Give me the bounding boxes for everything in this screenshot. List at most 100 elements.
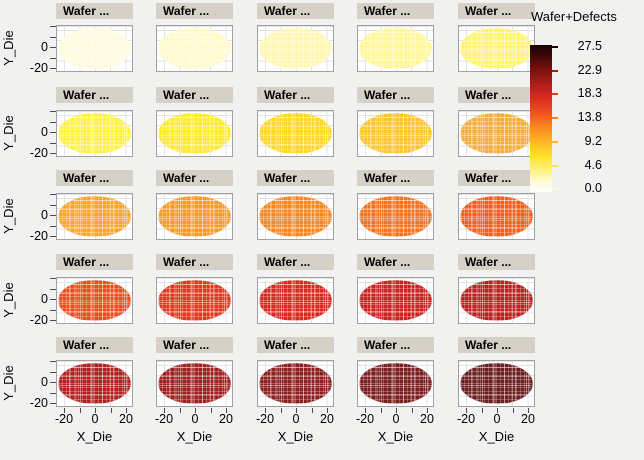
y-tick [50,194,56,195]
panel-frame [156,193,233,240]
x-tick-label: 20 [320,412,334,426]
y-tick [50,132,56,133]
y-tick [50,47,56,48]
panel-frame [458,25,535,72]
y-tick [50,122,56,123]
y-tick [50,226,56,227]
x-tick-label: -20 [255,412,275,426]
x-tick-label: 20 [420,412,434,426]
y-tick-label: -20 [29,229,48,243]
x-axis-label: X_Die [76,429,113,444]
y-tick [50,393,56,394]
panel-title: Wafer ... [357,87,434,103]
x-axis-label: X_Die [277,429,314,444]
y-tick [50,68,56,69]
panel-title: Wafer ... [458,3,535,19]
panel-frame [357,25,434,72]
x-tick-label: 20 [119,412,133,426]
x-tick [365,408,366,413]
panel-frame [257,360,334,407]
y-tick-label: -20 [29,313,48,327]
panel-frame [257,25,334,72]
x-tick-label: -20 [456,412,476,426]
x-tick-label: 0 [91,412,99,426]
y-tick-label: 0 [41,40,48,54]
legend-tick [552,188,558,191]
legend-tick-label: 9.2 [584,133,602,148]
y-tick [50,320,56,321]
panel-title: Wafer ... [458,87,535,103]
panel-title: Wafer ... [56,337,133,353]
x-tick-label: 20 [219,412,233,426]
wafer-map [58,113,131,154]
panel-frame [357,193,434,240]
y-tick [50,289,56,290]
legend-title: Wafer+Defects [531,9,617,24]
x-tick-label: -20 [355,412,375,426]
panel-frame [458,110,535,157]
panel-frame [257,110,334,157]
x-tick [411,408,413,413]
y-tick-label: 0 [41,125,48,139]
panel-title: Wafer ... [357,254,434,270]
wafer-map [259,28,332,69]
wafer-map [460,363,533,404]
panel-title: Wafer ... [357,170,434,186]
panel-title: Wafer ... [458,337,535,353]
x-tick [427,408,428,413]
panel-title: Wafer ... [56,170,133,186]
panel-title: Wafer ... [357,337,434,353]
x-tick [179,408,181,413]
panel-title: Wafer ... [257,254,334,270]
x-tick-label: 0 [392,412,400,426]
panel-frame [257,193,334,240]
wafer-map [259,113,332,154]
wafer-map [158,280,231,321]
panel-title: Wafer ... [56,3,133,19]
legend-tick-label: 18.3 [577,86,602,101]
wafer-map [58,28,131,69]
x-tick [195,408,196,413]
y-tick-label: -20 [29,61,48,75]
y-tick [50,153,56,154]
y-tick [50,205,56,206]
y-tick [50,299,56,300]
panel-frame [56,110,133,157]
wafer-map [359,28,432,69]
wafer-map [359,280,432,321]
x-tick [327,408,328,413]
wafer-map [58,196,131,237]
x-tick [280,408,282,413]
legend-tick [552,117,558,120]
x-tick-label: -20 [54,412,74,426]
panel-frame [56,277,133,324]
wafer-map [359,113,432,154]
y-tick [50,37,56,38]
wafer-map [259,363,332,404]
panel-title: Wafer ... [156,337,233,353]
y-tick [50,361,56,362]
legend-tick-label: 0.0 [584,181,602,196]
y-tick-label: 0 [41,375,48,389]
x-tick [110,408,112,413]
panel-title: Wafer ... [458,170,535,186]
x-tick [265,408,266,413]
panel-title: Wafer ... [156,87,233,103]
x-tick [481,408,483,413]
panel-title: Wafer ... [56,254,133,270]
panel-frame [257,277,334,324]
panel-title: Wafer ... [257,337,334,353]
legend-tick [552,46,558,48]
wafer-map [460,196,533,237]
legend-tick [552,140,558,143]
y-tick [50,215,56,216]
panel-frame [357,277,434,324]
x-axis-label: X_Die [176,429,213,444]
panel-frame [156,25,233,72]
legend-tick-label: 13.8 [577,110,602,125]
x-tick [164,408,165,413]
panel-title: Wafer ... [257,3,334,19]
x-tick-label: 20 [521,412,535,426]
wafer-map [359,196,432,237]
